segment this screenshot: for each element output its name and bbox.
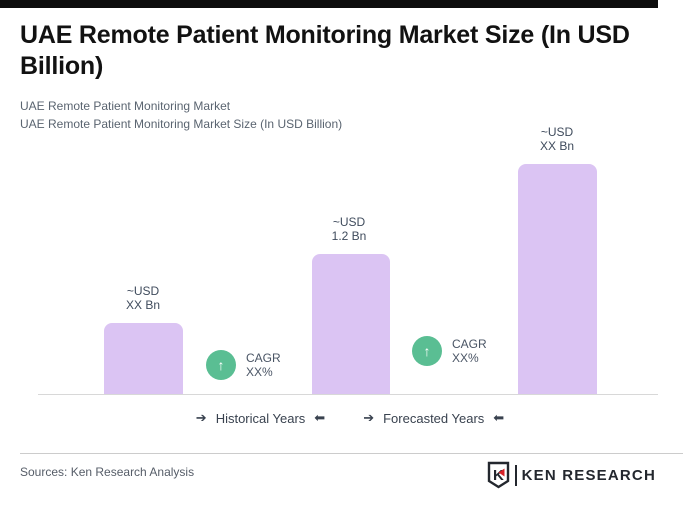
bar-value-line2: XX Bn (125, 298, 161, 312)
logo-separator (514, 464, 517, 486)
up-arrow-icon: ↑ (412, 336, 442, 366)
top-accent-bar (0, 0, 658, 8)
logo-name: KEN RESEARCH (521, 466, 656, 484)
bar-value-line1: ~USD (332, 215, 366, 229)
svg-text:K: K (493, 467, 504, 484)
cagr-annotation: ↑ CAGR XX% (412, 336, 487, 366)
legend-label: Forecasted Years (383, 410, 485, 426)
legend-forecasted-years: ➔ Forecasted Years ⬅ (363, 410, 504, 426)
cagr-line2: XX% (452, 351, 479, 365)
bar-value-label: ~USD 1.2 Bn (289, 215, 409, 243)
cagr-label: CAGR XX% (246, 351, 281, 379)
right-arrow-icon: ➔ (195, 410, 207, 425)
sources-text: Sources: Ken Research Analysis (20, 465, 195, 479)
footer-divider (20, 453, 683, 454)
left-arrow-icon: ⬅ (314, 410, 326, 425)
bar-value-line2: 1.2 Bn (331, 229, 367, 243)
k-shield-icon: K (487, 461, 509, 489)
ken-research-logo: K KEN RESEARCH (486, 461, 656, 489)
cagr-annotation: ↑ CAGR XX% (206, 350, 281, 380)
cagr-label: CAGR XX% (452, 337, 487, 365)
subtitle-line-2: UAE Remote Patient Monitoring Market Siz… (20, 117, 343, 131)
chart-subtitle: UAE Remote Patient Monitoring Market UAE… (20, 97, 620, 133)
bar-forecast (518, 164, 597, 394)
bar-current (312, 254, 390, 394)
bar-value-label: ~USD XX Bn (497, 125, 617, 153)
legend-label: Historical Years (215, 410, 306, 426)
bar-value-line2: XX Bn (539, 139, 575, 153)
x-axis-line (38, 394, 658, 395)
right-arrow-icon: ➔ (363, 410, 375, 425)
legend-historical-years: ➔ Historical Years ⬅ (196, 410, 325, 426)
cagr-line1: CAGR (452, 337, 487, 351)
bar-value-line1: ~USD (540, 125, 574, 139)
left-arrow-icon: ⬅ (493, 410, 505, 425)
bar-value-label: ~USD XX Bn (83, 284, 203, 312)
page-title: UAE Remote Patient Monitoring Market Siz… (20, 21, 630, 80)
bar-historical (104, 323, 183, 394)
bar-value-line1: ~USD (126, 284, 160, 298)
cagr-line1: CAGR (246, 351, 281, 365)
subtitle-line-1: UAE Remote Patient Monitoring Market (20, 99, 231, 113)
x-axis-groups: ➔ Historical Years ⬅ ➔ Forecasted Years … (0, 410, 700, 426)
cagr-line2: XX% (246, 365, 273, 379)
up-arrow-icon: ↑ (206, 350, 236, 380)
